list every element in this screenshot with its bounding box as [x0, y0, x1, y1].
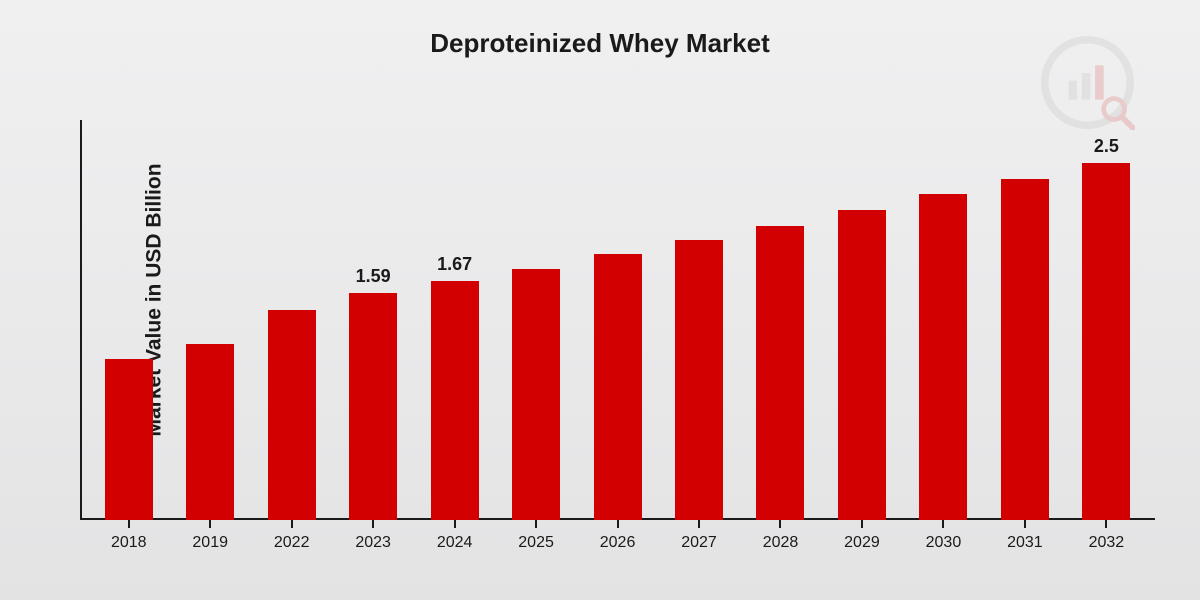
chart-title: Deproteinized Whey Market	[0, 28, 1200, 59]
x-tick-label: 2028	[763, 534, 799, 552]
x-tick-label: 2029	[844, 534, 880, 552]
x-tick-label: 2022	[274, 534, 310, 552]
watermark-logo	[1040, 35, 1135, 130]
x-tick-mark	[209, 520, 211, 528]
bar-slot	[169, 120, 250, 520]
x-tick-label: 2032	[1089, 534, 1125, 552]
x-tick: 2019	[169, 528, 250, 552]
x-tick: 2028	[740, 528, 821, 552]
bar	[186, 344, 234, 520]
x-tick-mark	[1024, 520, 1026, 528]
bar	[919, 194, 967, 520]
bar-slot: 2.5	[1066, 120, 1147, 520]
x-tick-mark	[1105, 520, 1107, 528]
bar	[512, 269, 560, 520]
x-tick: 2026	[577, 528, 658, 552]
x-tick-mark	[617, 520, 619, 528]
x-ticks-container: 2018 2019 2022 2023 2024 2025 2026 2027 2028 2029…	[80, 528, 1155, 552]
x-tick: 2025	[495, 528, 576, 552]
bars-container: 1.59 1.67 2.5	[80, 120, 1155, 520]
bar-value-label: 1.67	[437, 254, 472, 275]
x-tick-label: 2027	[681, 534, 717, 552]
x-tick-mark	[861, 520, 863, 528]
bar	[594, 254, 642, 520]
x-tick-label: 2018	[111, 534, 147, 552]
x-tick: 2031	[984, 528, 1065, 552]
x-tick-mark	[454, 520, 456, 528]
x-tick-mark	[291, 520, 293, 528]
x-tick: 2022	[251, 528, 332, 552]
bar	[838, 210, 886, 520]
x-tick: 2032	[1066, 528, 1147, 552]
x-tick-mark	[942, 520, 944, 528]
x-tick-label: 2019	[192, 534, 228, 552]
x-tick-label: 2030	[926, 534, 962, 552]
x-tick: 2027	[658, 528, 739, 552]
bar	[268, 310, 316, 520]
bar-slot	[88, 120, 169, 520]
bar-slot	[251, 120, 332, 520]
bar-slot: 1.67	[414, 120, 495, 520]
bar-slot	[984, 120, 1065, 520]
bar	[431, 281, 479, 520]
x-tick-mark	[535, 520, 537, 528]
x-tick-mark	[779, 520, 781, 528]
x-tick-label: 2031	[1007, 534, 1043, 552]
x-tick-mark	[698, 520, 700, 528]
bar-slot	[740, 120, 821, 520]
bar	[756, 226, 804, 520]
bar	[105, 359, 153, 520]
bar-slot	[577, 120, 658, 520]
bar	[1082, 163, 1130, 520]
x-tick-mark	[128, 520, 130, 528]
bar-slot: 1.59	[332, 120, 413, 520]
x-tick: 2023	[332, 528, 413, 552]
bar-slot	[903, 120, 984, 520]
x-tick-mark	[372, 520, 374, 528]
x-tick-label: 2025	[518, 534, 554, 552]
bar-slot	[658, 120, 739, 520]
x-tick: 2018	[88, 528, 169, 552]
x-tick-label: 2026	[600, 534, 636, 552]
bar-value-label: 1.59	[356, 266, 391, 287]
bar-slot	[495, 120, 576, 520]
plot-area: 1.59 1.67 2.5	[80, 120, 1155, 520]
x-tick-label: 2024	[437, 534, 473, 552]
x-tick-label: 2023	[355, 534, 391, 552]
bar	[675, 240, 723, 520]
bar-slot	[821, 120, 902, 520]
bar	[349, 293, 397, 520]
x-tick: 2024	[414, 528, 495, 552]
x-tick: 2030	[903, 528, 984, 552]
bar	[1001, 179, 1049, 520]
bar-value-label: 2.5	[1094, 136, 1119, 157]
x-tick: 2029	[821, 528, 902, 552]
